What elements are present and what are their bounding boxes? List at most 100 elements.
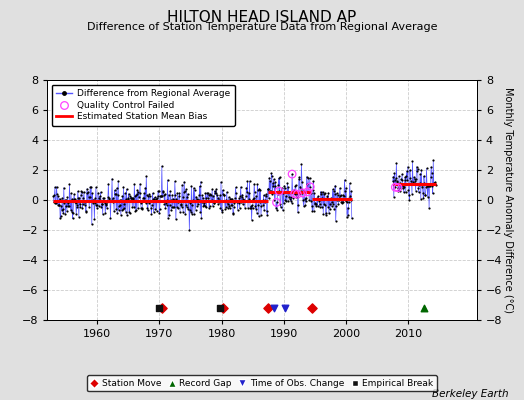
Point xyxy=(419,195,428,202)
Point xyxy=(269,183,278,189)
Point xyxy=(212,190,220,197)
Point xyxy=(202,204,211,210)
Point xyxy=(427,164,435,170)
Point xyxy=(158,305,167,311)
Point xyxy=(77,188,85,195)
Point xyxy=(329,200,337,207)
Point xyxy=(233,206,242,213)
Point xyxy=(220,192,228,198)
Point xyxy=(212,186,221,192)
Point xyxy=(405,192,413,198)
Point xyxy=(295,174,303,180)
Point xyxy=(232,190,240,196)
Point xyxy=(296,183,304,190)
Point xyxy=(313,203,322,209)
Point xyxy=(107,198,115,204)
Point xyxy=(407,178,416,184)
Point xyxy=(253,210,261,216)
Point xyxy=(112,206,121,212)
Point xyxy=(275,175,283,182)
Point xyxy=(266,178,275,184)
Point xyxy=(121,190,129,197)
Point xyxy=(79,194,88,201)
Point xyxy=(62,196,71,203)
Point xyxy=(279,207,287,214)
Point xyxy=(211,190,220,196)
Point xyxy=(187,183,195,189)
Point xyxy=(104,194,112,200)
Point xyxy=(169,204,177,210)
Point xyxy=(406,167,414,173)
Point xyxy=(420,180,429,186)
Point xyxy=(70,196,78,202)
Point xyxy=(303,189,312,195)
Point xyxy=(53,191,61,197)
Point xyxy=(210,200,219,206)
Point xyxy=(189,196,197,203)
Point xyxy=(318,194,326,201)
Point xyxy=(129,204,138,210)
Point xyxy=(199,195,207,202)
Point xyxy=(155,188,163,194)
Point xyxy=(415,182,423,188)
Point xyxy=(146,193,154,200)
Point xyxy=(326,206,334,212)
Point xyxy=(311,201,319,208)
Point xyxy=(106,198,114,205)
Point xyxy=(55,202,63,208)
Point xyxy=(227,202,236,208)
Point xyxy=(216,192,224,198)
Point xyxy=(138,205,146,211)
Point xyxy=(114,192,122,199)
Point xyxy=(336,185,344,191)
Point xyxy=(325,196,334,202)
Point xyxy=(213,197,221,204)
Point xyxy=(70,191,78,197)
Point xyxy=(264,305,272,311)
Point xyxy=(306,184,314,190)
Point xyxy=(229,210,237,217)
Point xyxy=(238,191,246,198)
Point xyxy=(67,190,75,196)
Point xyxy=(54,193,62,199)
Point xyxy=(93,205,101,211)
Point xyxy=(299,203,308,210)
Point xyxy=(413,166,422,172)
Point xyxy=(394,184,402,191)
Point xyxy=(104,180,113,187)
Point xyxy=(71,200,80,207)
Point xyxy=(92,184,100,191)
Point xyxy=(201,203,209,209)
Point xyxy=(397,177,406,184)
Point xyxy=(202,194,210,201)
Point xyxy=(191,206,200,213)
Point xyxy=(231,184,239,191)
Point xyxy=(404,187,412,194)
Point xyxy=(431,178,440,185)
Point xyxy=(192,193,200,200)
Point xyxy=(103,205,111,211)
Point xyxy=(400,177,409,183)
Point xyxy=(333,190,341,196)
Point xyxy=(167,197,175,203)
Point xyxy=(263,211,271,218)
Point xyxy=(91,200,99,206)
Point xyxy=(193,203,201,209)
Point xyxy=(52,183,61,190)
Point xyxy=(323,195,331,201)
Point xyxy=(193,197,202,203)
Point xyxy=(103,199,112,206)
Point xyxy=(335,197,344,203)
Point xyxy=(191,198,199,204)
Point xyxy=(270,197,279,204)
Point xyxy=(324,204,332,210)
Point xyxy=(254,187,262,193)
Point xyxy=(339,192,347,198)
Point xyxy=(276,174,284,180)
Point xyxy=(309,187,317,193)
Point xyxy=(304,188,313,194)
Point xyxy=(230,210,238,217)
Point xyxy=(310,208,318,214)
Point xyxy=(155,305,163,311)
Point xyxy=(298,190,307,196)
